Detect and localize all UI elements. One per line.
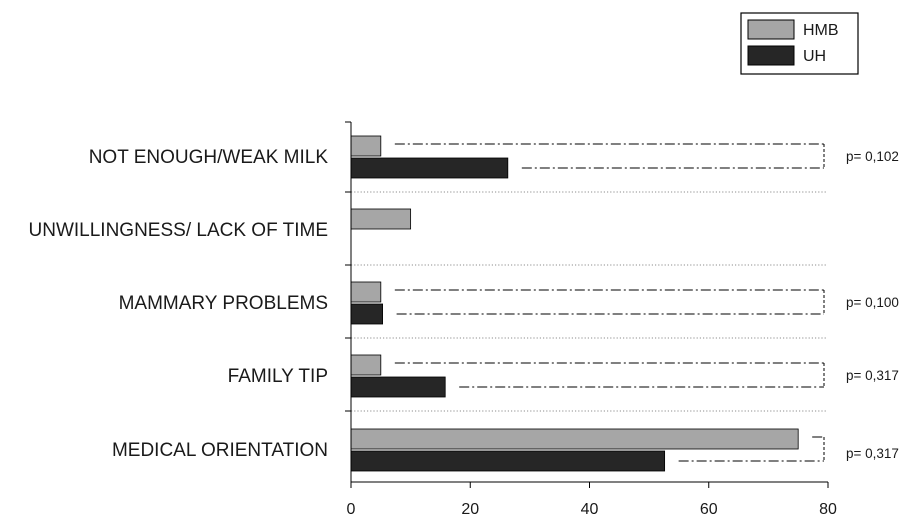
x-axis: 0 20 40 60 80 <box>345 121 837 518</box>
x-tick-label: 20 <box>461 501 479 518</box>
legend-swatch-uh <box>747 45 795 66</box>
category-label: MAMMARY PROBLEMS <box>119 293 328 314</box>
p-value-label: p= 0,102 <box>846 149 899 164</box>
p-value-label: p= 0,100 <box>846 295 899 310</box>
p-value-label: p= 0,317 <box>846 446 899 461</box>
bars <box>350 135 799 472</box>
bar-uh-5 <box>350 450 666 472</box>
category-label: FAMILY TIP <box>228 366 328 387</box>
bar-hmb-1 <box>350 135 382 157</box>
p-value-label: p= 0,317 <box>846 368 899 383</box>
bar-hmb-5 <box>350 428 799 450</box>
legend: HMB UH <box>740 12 859 75</box>
x-tick-label: 0 <box>347 501 356 518</box>
category-label: UNWILLINGNESS/ LACK OF TIME <box>29 220 328 241</box>
x-tick-label: 80 <box>819 501 837 518</box>
x-tick-label: 40 <box>581 501 599 518</box>
category-labels: NOT ENOUGH/WEAK MILK UNWILLINGNESS/ LACK … <box>29 147 329 461</box>
bar-hmb-3 <box>350 281 382 303</box>
bar-hmb-2 <box>350 208 412 230</box>
category-separators <box>351 191 826 412</box>
bar-hmb-4 <box>350 354 382 376</box>
bar-uh-4 <box>350 376 446 398</box>
bar-uh-3 <box>350 303 384 325</box>
legend-label-uh: UH <box>803 48 826 65</box>
p-value-labels: p= 0,102 p= 0,100 p= 0,317 p= 0,317 <box>846 149 899 461</box>
significance-brackets <box>394 143 825 462</box>
x-tick-label: 60 <box>700 501 718 518</box>
category-label: MEDICAL ORIENTATION <box>112 440 328 461</box>
category-label: NOT ENOUGH/WEAK MILK <box>89 147 329 168</box>
legend-label-hmb: HMB <box>803 22 839 39</box>
bar-uh-1 <box>350 157 509 179</box>
legend-swatch-hmb <box>747 19 795 40</box>
